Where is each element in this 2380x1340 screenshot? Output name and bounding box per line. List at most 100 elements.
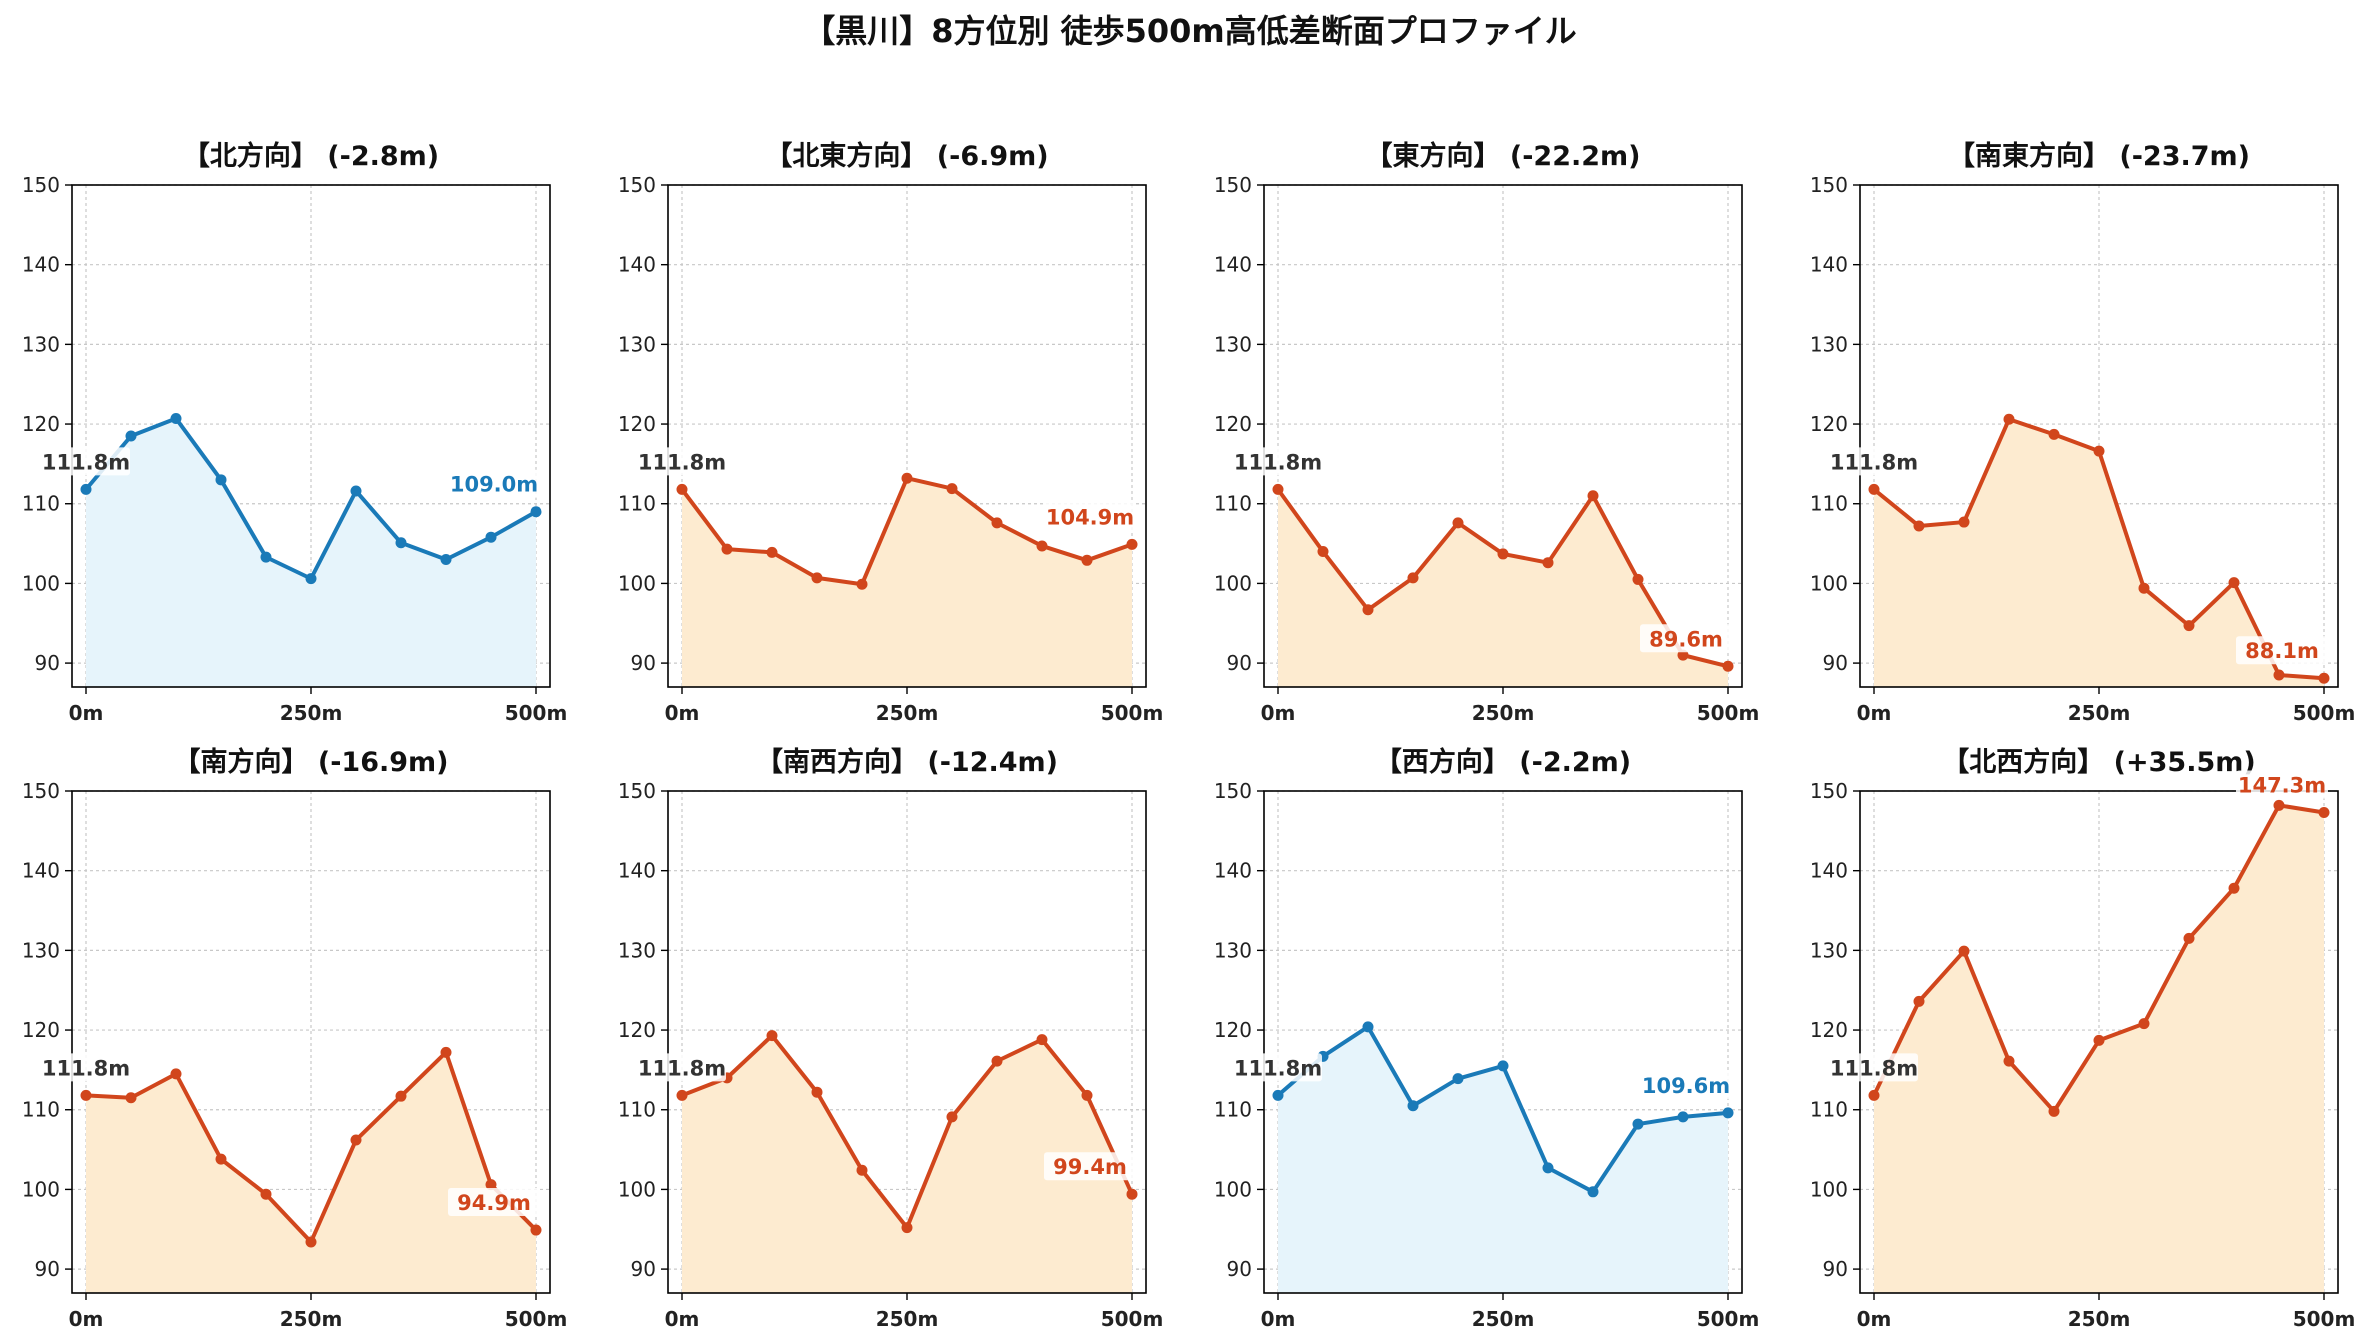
end-label-bg <box>448 1188 540 1217</box>
start-label: 111.8m <box>1830 1056 1918 1080</box>
data-point-4 <box>2048 428 2060 440</box>
panel-title: 【北東方向】 (-6.9m) <box>765 140 1048 172</box>
start-label-bg <box>1830 447 1918 476</box>
y-tick-label-0: 90 <box>1227 1257 1252 1281</box>
panel-4: 90 100 110 120 130 140 150 0m 250m 500m 【南方向】 (-16… <box>22 746 567 1331</box>
x-tick-label-1: 250m <box>1472 1307 1535 1331</box>
y-tick-label-6: 150 <box>618 779 656 803</box>
data-point-10 <box>1722 660 1734 672</box>
x-tick-label-1: 250m <box>280 701 343 725</box>
data-point-8 <box>2228 882 2240 894</box>
y-tick-label-6: 150 <box>1810 173 1848 197</box>
y-tick-label-5: 140 <box>1214 859 1252 883</box>
y-tick-label-5: 140 <box>22 253 60 277</box>
y-tick-label-2: 110 <box>1214 492 1252 516</box>
data-point-7 <box>991 517 1003 529</box>
y-tick-label-0: 90 <box>1823 651 1848 675</box>
x-tick-label-0: 0m <box>1261 701 1296 725</box>
data-point-1 <box>1913 995 1925 1007</box>
data-point-5 <box>2093 445 2105 457</box>
data-point-0 <box>1868 1089 1880 1101</box>
series-area <box>682 1035 1132 1293</box>
data-point-8 <box>1036 1034 1048 1046</box>
x-tick-label-2: 500m <box>2293 1307 2356 1331</box>
y-tick-label-1: 100 <box>22 1177 60 1201</box>
y-tick-label-1: 100 <box>1810 571 1848 595</box>
end-label: 99.4m <box>1053 1155 1127 1179</box>
end-label: 88.1m <box>2245 639 2319 663</box>
data-point-8 <box>1632 1118 1644 1130</box>
data-point-6 <box>1542 1162 1554 1174</box>
y-tick-label-0: 90 <box>631 1257 656 1281</box>
y-tick-label-6: 150 <box>22 173 60 197</box>
y-tick-label-6: 150 <box>1214 173 1252 197</box>
data-point-8 <box>1036 540 1048 552</box>
y-tick-label-0: 90 <box>631 651 656 675</box>
y-tick-label-5: 140 <box>618 253 656 277</box>
data-point-10 <box>530 506 542 518</box>
data-point-2 <box>170 1068 182 1080</box>
end-label-bg <box>2236 770 2328 799</box>
y-tick-label-3: 120 <box>22 412 60 436</box>
data-point-3 <box>811 1086 823 1098</box>
x-tick-label-1: 250m <box>876 1307 939 1331</box>
data-point-1 <box>125 430 137 442</box>
data-point-10 <box>2318 807 2330 819</box>
data-point-8 <box>2228 577 2240 589</box>
data-point-9 <box>2273 669 2285 681</box>
end-label-bg <box>2236 636 2328 665</box>
data-point-5 <box>1497 1060 1509 1072</box>
data-point-2 <box>1362 1021 1374 1033</box>
y-tick-label-2: 110 <box>1214 1098 1252 1122</box>
y-tick-label-1: 100 <box>1214 1177 1252 1201</box>
series-area <box>1278 489 1728 687</box>
data-point-0 <box>1272 1089 1284 1101</box>
x-tick-label-2: 500m <box>1697 1307 1760 1331</box>
panel-0: 90 100 110 120 130 140 150 0m 250m 500m 【北方向】 (-2.… <box>22 140 567 725</box>
start-label: 111.8m <box>638 1056 726 1080</box>
panel-1: 90 100 110 120 130 140 150 0m 250m 500m 【北東方向】 (-6… <box>618 140 1163 725</box>
end-label-bg <box>448 469 540 498</box>
data-point-8 <box>440 554 452 566</box>
start-label: 111.8m <box>42 450 130 474</box>
panel-title: 【北方向】 (-2.8m) <box>183 140 439 172</box>
start-label: 111.8m <box>1234 450 1322 474</box>
start-label-bg <box>1830 1053 1918 1082</box>
x-tick-label-1: 250m <box>2068 701 2131 725</box>
data-point-0 <box>80 483 92 495</box>
x-tick-label-0: 0m <box>69 701 104 725</box>
y-tick-label-5: 140 <box>22 859 60 883</box>
panel-7: 90 100 110 120 130 140 150 0m 250m 500m 【北西方向】 (+3… <box>1810 746 2355 1331</box>
data-point-5 <box>305 1236 317 1248</box>
start-label-bg <box>42 447 130 476</box>
panel-2: 90 100 110 120 130 140 150 0m 250m 500m 【東方向】 (-22… <box>1214 140 1759 725</box>
data-point-5 <box>305 573 317 585</box>
end-label-bg <box>1640 624 1732 653</box>
data-point-3 <box>2003 413 2015 425</box>
start-label: 111.8m <box>1830 450 1918 474</box>
data-point-3 <box>1407 1100 1419 1112</box>
data-point-10 <box>2318 672 2330 684</box>
series-area <box>682 478 1132 687</box>
data-point-2 <box>170 412 182 424</box>
data-point-3 <box>1407 572 1419 584</box>
y-tick-label-5: 140 <box>1810 859 1848 883</box>
data-point-7 <box>1587 1186 1599 1198</box>
start-label-bg <box>638 447 726 476</box>
data-point-6 <box>350 1134 362 1146</box>
x-tick-label-0: 0m <box>665 701 700 725</box>
data-point-1 <box>1913 520 1925 532</box>
data-point-0 <box>1272 483 1284 495</box>
y-tick-label-5: 140 <box>1810 253 1848 277</box>
data-point-6 <box>2138 1018 2150 1030</box>
data-point-7 <box>395 1090 407 1102</box>
data-point-9 <box>485 1179 497 1191</box>
data-point-10 <box>1126 1188 1138 1200</box>
data-point-10 <box>1126 538 1138 550</box>
end-label: 109.6m <box>1642 1074 1730 1098</box>
data-point-10 <box>530 1224 542 1236</box>
data-point-9 <box>485 531 497 543</box>
y-tick-label-0: 90 <box>35 651 60 675</box>
y-tick-label-0: 90 <box>35 1257 60 1281</box>
y-tick-label-3: 120 <box>1214 412 1252 436</box>
